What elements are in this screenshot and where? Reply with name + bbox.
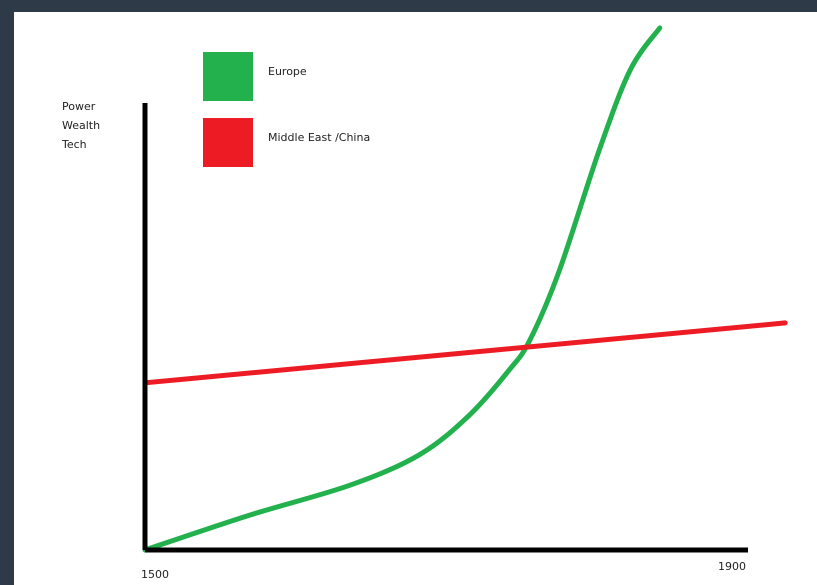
y-axis-label: Power	[62, 100, 96, 113]
x-tick-label: 1500	[141, 568, 169, 581]
chart-background	[14, 12, 817, 585]
y-axis-label: Wealth	[62, 119, 100, 132]
series-line	[142, 320, 788, 386]
series-line	[142, 25, 663, 553]
x-tick-label: 1900	[718, 560, 746, 573]
legend-label: Middle East /China	[268, 131, 370, 144]
legend-label: Europe	[268, 65, 307, 78]
legend-swatch	[203, 118, 253, 167]
y-axis-label: Tech	[61, 138, 87, 151]
legend-swatch	[203, 52, 253, 101]
